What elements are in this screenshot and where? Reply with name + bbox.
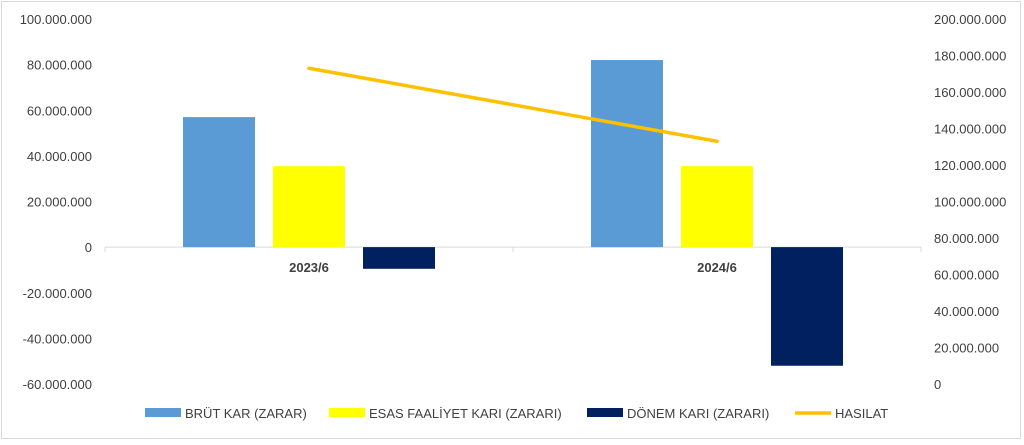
left-tick-label: 40.000.000 [27,149,92,164]
bar-3-2023-6 [363,247,435,269]
bar-series-group [183,60,843,366]
bar-2-2023-6 [273,166,345,248]
right-tick-label: 180.000.000 [934,49,1006,64]
legend-swatch [587,408,623,417]
left-tick-label: -60.000.000 [23,377,92,392]
right-tick-label: 200.000.000 [934,12,1006,27]
category-label: 2023/6 [289,260,329,275]
left-tick-label: 60.000.000 [27,103,92,118]
line-series-hasilat [307,66,719,144]
right-tick-label: 40.000.000 [934,304,999,319]
bar-1-2023-6 [183,117,255,248]
left-tick-label: 20.000.000 [27,195,92,210]
bar-1-2024-6 [591,60,663,248]
left-tick-label: 100.000.000 [20,12,92,27]
right-tick-label: 100.000.000 [934,195,1006,210]
left-tick-label: -40.000.000 [23,331,92,346]
bar-2-2024-6 [681,166,753,248]
line-series-group [307,66,719,144]
left-tick-label: 80.000.000 [27,58,92,73]
legend-swatch [145,408,181,417]
left-tick-label: 0 [85,240,92,255]
legend-label: DÖNEM KARI (ZARARI) [627,406,769,421]
right-tick-label: 20.000.000 [934,341,999,356]
right-tick-label: 140.000.000 [934,122,1006,137]
right-tick-label: 80.000.000 [934,231,999,246]
category-label: 2024/6 [697,260,737,275]
left-tick-label: -20.000.000 [23,286,92,301]
legend-swatch [329,408,365,417]
right-tick-label: 60.000.000 [934,268,999,283]
legend: BRÜT KAR (ZARAR) ESAS FAALİYET KARI (ZARA… [145,406,888,421]
category-labels: 2023/6 2024/6 [289,260,737,275]
bar-3-2024-6 [771,247,843,366]
right-y-axis: 200.000.000 180.000.000 160.000.000 140.000… [934,12,1006,392]
left-y-axis: 100.000.000 80.000.000 60.000.000 40.000.00… [20,12,92,392]
right-tick-label: 120.000.000 [934,158,1006,173]
legend-label: HASILAT [835,406,888,421]
legend-label: BRÜT KAR (ZARAR) [185,406,307,421]
legend-label: ESAS FAALİYET KARI (ZARARI) [369,406,562,421]
right-tick-label: 0 [934,377,941,392]
right-tick-label: 160.000.000 [934,85,1006,100]
